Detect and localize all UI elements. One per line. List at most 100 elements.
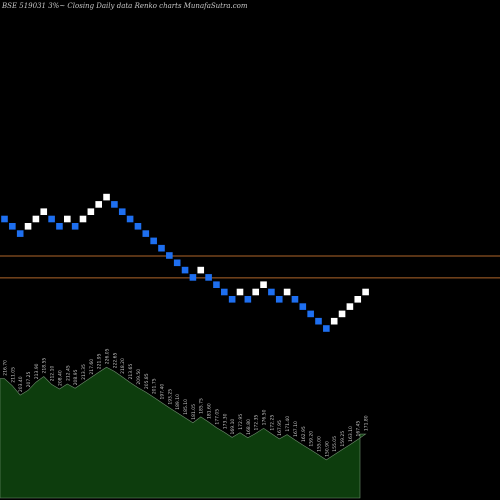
renko-brick-30 (236, 288, 244, 296)
renko-brick-44 (346, 303, 354, 310)
renko-brick-21 (166, 252, 173, 259)
renko-brick-23 (181, 266, 189, 274)
price-label-7: 208.40 (57, 370, 63, 386)
renko-brick-33 (260, 281, 267, 288)
price-label-13: 226.05 (105, 348, 111, 364)
renko-brick-22 (173, 259, 181, 267)
price-label-38: 162.95 (301, 426, 307, 442)
price-label-44: 163.10 (348, 426, 354, 442)
price-label-16: 213.65 (128, 364, 134, 380)
price-label-9: 208.95 (73, 369, 79, 385)
renko-brick-15 (118, 208, 126, 215)
renko-brick-20 (158, 244, 165, 252)
price-label-11: 217.60 (89, 359, 95, 375)
price-label-36: 171.40 (285, 416, 291, 432)
renko-brick-1 (9, 223, 16, 230)
price-label-23: 185.10 (183, 399, 189, 415)
price-label-35: 167.95 (277, 420, 283, 436)
renko-brick-17 (134, 223, 142, 230)
price-label-27: 177.05 (214, 409, 220, 425)
price-label-32: 172.35 (254, 415, 260, 431)
renko-brick-7 (56, 223, 63, 230)
price-label-30: 172.95 (238, 414, 244, 430)
price-label-46: 171.80 (364, 415, 370, 431)
renko-brick-9 (71, 223, 79, 230)
renko-brick-12 (95, 201, 102, 208)
price-label-4: 213.90 (34, 363, 40, 379)
price-label-26: 181.60 (207, 403, 213, 419)
price-label-43: 159.25 (340, 431, 346, 447)
price-label-28: 173.30 (222, 413, 228, 429)
price-label-14: 222.65 (112, 353, 118, 369)
price-label-25: 185.75 (199, 398, 205, 414)
renko-brick-29 (228, 296, 236, 303)
price-label-2: 203.40 (18, 376, 24, 392)
price-label-39: 159.20 (309, 431, 315, 447)
renko-brick-41 (323, 325, 330, 332)
price-label-1: 211.05 (10, 367, 16, 383)
renko-brick-19 (150, 237, 157, 245)
reference-line-layer (0, 255, 500, 279)
price-label-15: 218.20 (120, 358, 126, 374)
price-label-33: 176.50 (262, 409, 268, 425)
price-label-29: 169.10 (230, 419, 236, 435)
renko-brick-0 (1, 215, 8, 223)
renko-brick-6 (48, 215, 55, 223)
renko-brick-32 (252, 288, 259, 296)
price-area (0, 366, 367, 499)
price-label-12: 221.95 (97, 353, 103, 369)
price-label-0: 216.70 (3, 360, 9, 376)
renko-brick-25 (197, 266, 205, 274)
price-label-37: 167.10 (293, 421, 299, 437)
price-label-31: 168.80 (246, 419, 252, 435)
renko-brick-43 (338, 310, 346, 318)
price-label-24: 181.05 (191, 404, 197, 420)
renko-brick-37 (291, 296, 299, 303)
renko-brick-46 (362, 288, 369, 296)
renko-brick-40 (315, 317, 322, 325)
renko-brick-38 (299, 303, 307, 310)
price-label-8: 212.45 (65, 365, 71, 381)
renko-brick-layer (1, 193, 369, 332)
price-label-18: 205.85 (144, 373, 150, 389)
renko-brick-14 (111, 201, 118, 208)
renko-brick-2 (16, 230, 24, 237)
renko-brick-5 (40, 208, 48, 215)
renko-brick-3 (24, 223, 32, 230)
price-label-42: 155.05 (332, 436, 338, 452)
renko-brick-28 (221, 288, 228, 296)
price-label-3: 207.25 (26, 372, 32, 388)
price-label-40: 155.00 (317, 436, 323, 452)
renko-brick-39 (307, 310, 314, 318)
renko-brick-10 (79, 215, 87, 223)
renko-brick-34 (268, 288, 275, 296)
renko-brick-16 (126, 215, 134, 223)
renko-brick-27 (213, 281, 220, 288)
renko-brick-45 (354, 296, 362, 303)
price-area-layer (0, 366, 367, 499)
price-label-17: 209.50 (136, 369, 142, 385)
renko-brick-18 (142, 230, 150, 237)
price-label-21: 193.25 (167, 389, 173, 405)
renko-brick-31 (244, 296, 252, 303)
price-label-45: 167.45 (356, 421, 362, 437)
renko-brick-4 (32, 215, 40, 223)
price-label-41: 150.90 (324, 441, 330, 457)
price-label-19: 201.75 (152, 378, 158, 394)
price-label-22: 189.10 (175, 394, 181, 410)
price-label-5: 218.55 (42, 358, 48, 374)
price-label-6: 212.10 (50, 366, 56, 382)
renko-brick-42 (330, 317, 338, 325)
price-label-34: 172.25 (269, 415, 275, 431)
renko-brick-36 (283, 288, 291, 296)
renko-brick-35 (275, 296, 283, 303)
renko-brick-13 (103, 193, 110, 201)
renko-brick-26 (205, 274, 212, 281)
renko-brick-8 (64, 215, 71, 223)
chart-header-text: BSE 519031 3%~ Closing Daily data Renko … (2, 2, 248, 10)
renko-brick-24 (189, 274, 197, 281)
price-label-20: 197.40 (160, 384, 166, 400)
